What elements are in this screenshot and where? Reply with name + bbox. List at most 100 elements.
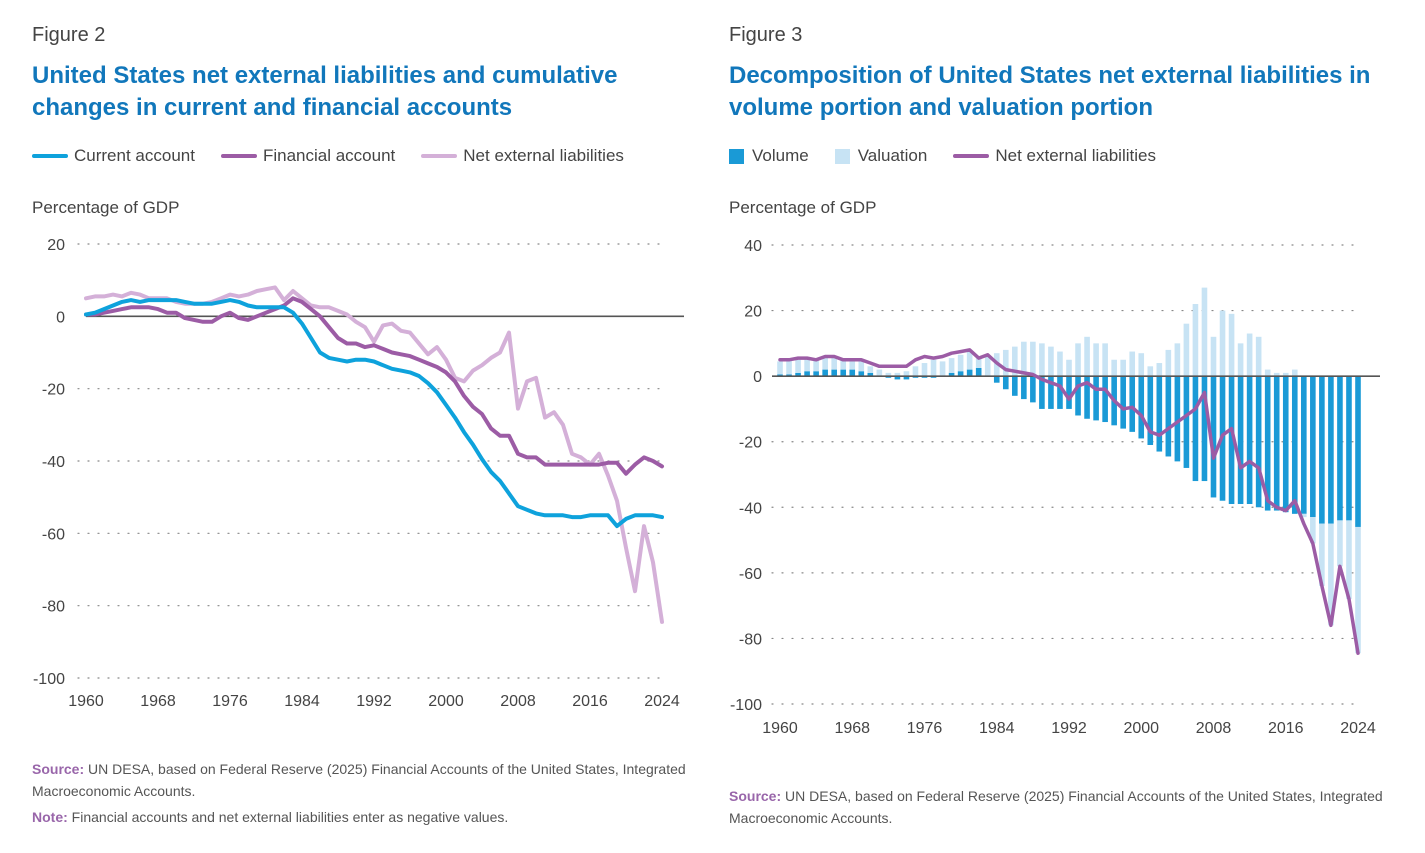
volume-bar bbox=[1147, 376, 1154, 445]
valuation-bar bbox=[1002, 349, 1009, 377]
volume-bar bbox=[795, 372, 801, 377]
figure-label: Figure 3 bbox=[729, 24, 803, 46]
source-label: Source: bbox=[729, 788, 782, 804]
volume-bar bbox=[1328, 376, 1334, 524]
valuation-bar bbox=[894, 372, 901, 377]
valuation-bar bbox=[1291, 369, 1298, 377]
valuation-bar bbox=[966, 349, 973, 370]
volume-bar bbox=[1192, 376, 1199, 482]
valuation-bar bbox=[1120, 359, 1126, 377]
x-tick-label: 1992 bbox=[1051, 720, 1087, 737]
x-tick-label: 2016 bbox=[572, 693, 608, 710]
volume-bar bbox=[1310, 376, 1316, 518]
legend-square-icon bbox=[834, 148, 850, 164]
note-text: Financial accounts and net external liab… bbox=[71, 809, 509, 825]
volume-bar bbox=[1174, 376, 1181, 462]
volume-bar bbox=[777, 374, 783, 377]
volume-bar bbox=[1093, 376, 1099, 421]
valuation-bar bbox=[1039, 343, 1045, 377]
y-tick-label: 20 bbox=[47, 237, 65, 254]
valuation-bar bbox=[849, 359, 856, 370]
volume-bar bbox=[993, 376, 1000, 383]
legend-line-icon bbox=[220, 154, 257, 158]
volume-bar bbox=[1264, 376, 1271, 511]
valuation-bar bbox=[1273, 372, 1280, 377]
valuation-bar bbox=[1192, 304, 1199, 377]
valuation-bar bbox=[777, 361, 783, 375]
legend-item-net-external-liabilities: Net external liabilities bbox=[421, 146, 624, 166]
volume-bar bbox=[921, 376, 928, 378]
volume-bar bbox=[975, 367, 982, 377]
valuation-bar bbox=[1255, 336, 1262, 377]
x-tick-label: 2024 bbox=[1340, 720, 1376, 737]
legend-item-financial-account: Financial account bbox=[220, 146, 395, 166]
legend-square-icon bbox=[729, 148, 744, 164]
volume-bar bbox=[831, 369, 837, 377]
source-note: Source: UN DESA, based on Federal Reserv… bbox=[32, 758, 692, 802]
chart-legend: Current account Financial account Net ex… bbox=[32, 146, 650, 166]
source-label: Source: bbox=[32, 761, 85, 777]
valuation-bar bbox=[1346, 520, 1352, 600]
volume-bar bbox=[1057, 376, 1063, 409]
volume-bar bbox=[1228, 376, 1235, 505]
valuation-bar bbox=[1057, 351, 1063, 377]
volume-bar bbox=[858, 371, 865, 377]
volume-bar bbox=[822, 369, 828, 377]
valuation-bar bbox=[1165, 349, 1172, 377]
volume-bar bbox=[1030, 376, 1036, 403]
volume-bar bbox=[1120, 376, 1126, 429]
volume-bar bbox=[1201, 376, 1208, 482]
x-tick-label: 1968 bbox=[140, 693, 176, 710]
valuation-bar bbox=[1066, 359, 1072, 377]
valuation-bar bbox=[1210, 336, 1217, 377]
valuation-bar bbox=[1093, 343, 1099, 377]
y-tick-label: -40 bbox=[739, 500, 762, 517]
x-tick-label: 1976 bbox=[212, 693, 248, 710]
volume-bar bbox=[957, 371, 964, 377]
valuation-bar bbox=[858, 361, 865, 372]
valuation-bar bbox=[1328, 523, 1334, 626]
valuation-bar bbox=[1084, 336, 1090, 377]
valuation-bar bbox=[975, 358, 982, 368]
legend-label: Valuation bbox=[857, 146, 928, 165]
volume-bar bbox=[1337, 376, 1343, 521]
valuation-bar bbox=[831, 356, 837, 370]
legend-item-volume: Volume bbox=[729, 146, 809, 166]
figure-title: United States net external liabilities a… bbox=[32, 62, 618, 121]
x-tick-label: 2000 bbox=[1123, 720, 1159, 737]
y-tick-label: 40 bbox=[744, 238, 762, 255]
volume-bar bbox=[912, 376, 919, 378]
valuation-bar bbox=[1030, 341, 1036, 377]
volume-bar bbox=[1246, 376, 1253, 505]
net-external-liabilities-line bbox=[84, 285, 664, 624]
valuation-bar bbox=[876, 369, 883, 377]
valuation-bar bbox=[804, 358, 810, 372]
valuation-bar bbox=[1246, 333, 1253, 377]
legend-label: Net external liabilities bbox=[995, 146, 1156, 165]
volume-bar bbox=[1156, 376, 1163, 452]
valuation-bar bbox=[921, 363, 928, 377]
valuation-bar bbox=[1282, 372, 1289, 377]
figure-2: Figure 2 United States net external liab… bbox=[0, 0, 700, 853]
volume-bar bbox=[867, 372, 874, 377]
valuation-bar bbox=[795, 359, 801, 373]
financial-account-line bbox=[84, 296, 664, 476]
y-tick-label: -100 bbox=[730, 697, 762, 714]
volume-bar bbox=[1346, 376, 1352, 521]
volume-bar bbox=[1319, 376, 1325, 524]
valuation-bar bbox=[1337, 520, 1343, 567]
volume-bar bbox=[1039, 376, 1045, 409]
x-tick-label: 1984 bbox=[284, 693, 320, 710]
volume-bar bbox=[1129, 376, 1136, 432]
valuation-bar bbox=[1201, 287, 1208, 377]
legend-line-icon bbox=[421, 154, 458, 158]
volume-bar bbox=[1355, 376, 1361, 527]
valuation-bar bbox=[1310, 517, 1316, 544]
valuation-bar bbox=[1237, 343, 1244, 377]
valuation-bar bbox=[822, 356, 828, 370]
valuation-bar bbox=[1355, 526, 1361, 654]
legend-item-valuation: Valuation bbox=[834, 146, 928, 166]
x-tick-label: 1960 bbox=[762, 720, 798, 737]
valuation-bar bbox=[1228, 313, 1235, 377]
